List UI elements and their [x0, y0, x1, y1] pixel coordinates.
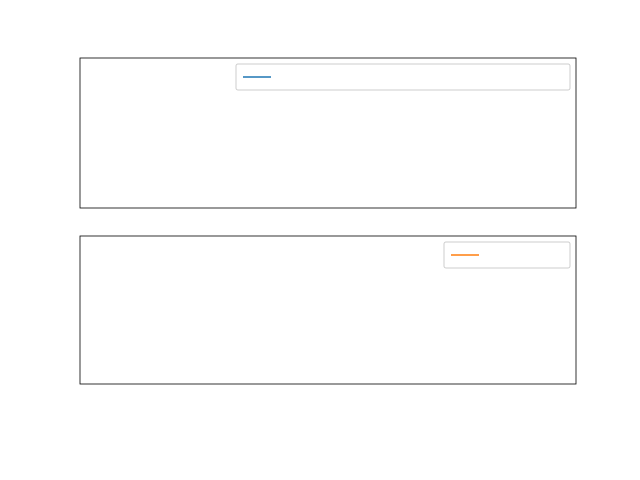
top-axes-frame [79, 57, 577, 209]
top-legend [235, 63, 571, 91]
bottom-legend-box [443, 241, 571, 269]
bottom-panel [79, 235, 577, 385]
bottom-legend [443, 241, 571, 269]
bottom-axes-frame [79, 235, 577, 385]
top-legend-box [235, 63, 571, 91]
top-panel [79, 57, 577, 209]
